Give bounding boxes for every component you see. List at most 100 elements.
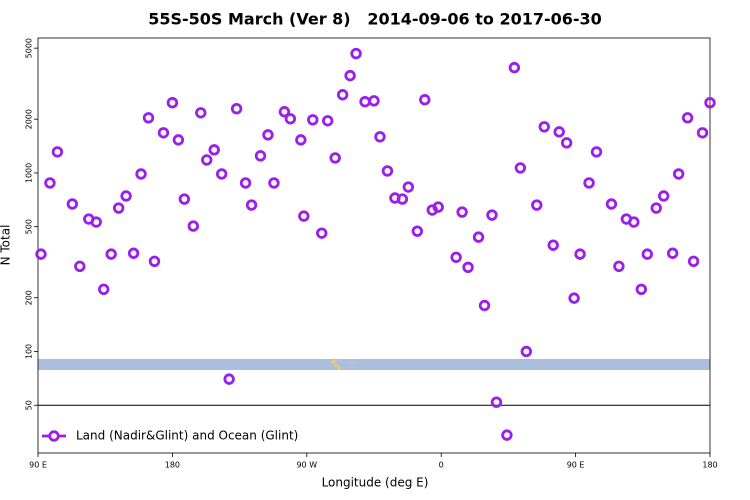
- point: [98, 283, 110, 295]
- point: [456, 206, 468, 218]
- point: [462, 261, 474, 274]
- point: [245, 199, 258, 211]
- point: [135, 168, 147, 180]
- point: [322, 115, 334, 127]
- y-tick-label: 2000: [25, 109, 34, 129]
- point: [553, 126, 565, 138]
- point: [547, 239, 559, 251]
- point: [307, 114, 319, 126]
- point: [148, 255, 161, 267]
- point: [51, 146, 64, 158]
- y-tick-label: 200: [25, 290, 34, 305]
- x-tick-label: 90 E: [29, 461, 47, 470]
- x-tick-label: 0: [439, 461, 444, 470]
- point: [268, 177, 280, 189]
- y-tick-label: 50: [25, 400, 34, 410]
- x-axis-label: Longitude (deg E): [322, 476, 429, 490]
- point: [90, 216, 102, 228]
- point: [350, 47, 362, 60]
- point: [472, 231, 485, 243]
- point: [295, 134, 307, 146]
- point: [419, 94, 431, 106]
- chart-title: 55S-50S March (Ver 8) 2014-09-06 to 2017…: [148, 10, 602, 29]
- point: [490, 396, 503, 408]
- point: [574, 248, 586, 260]
- point: [605, 198, 618, 210]
- legend-label: Land (Nadir&Glint) and Ocean (Glint): [76, 429, 298, 443]
- point: [568, 292, 580, 304]
- point: [650, 202, 662, 214]
- point: [478, 299, 491, 312]
- point: [560, 137, 573, 149]
- point: [501, 429, 513, 441]
- x-tick-label: 180: [165, 461, 180, 470]
- point: [254, 150, 267, 162]
- point: [359, 96, 371, 108]
- point: [450, 251, 462, 263]
- point: [696, 127, 709, 139]
- point: [613, 260, 625, 272]
- point: [538, 121, 550, 133]
- point: [239, 177, 252, 189]
- point: [381, 165, 394, 177]
- x-tick-label: 180: [702, 461, 717, 470]
- point: [230, 103, 243, 115]
- point: [44, 177, 56, 189]
- point: [374, 131, 386, 143]
- point: [120, 190, 132, 202]
- point: [396, 193, 409, 205]
- point: [187, 220, 200, 232]
- point: [316, 227, 328, 239]
- point: [590, 146, 603, 158]
- y-tick-label: 1000: [24, 163, 33, 183]
- point: [215, 168, 228, 180]
- y-tick-label: 5000: [25, 38, 34, 58]
- point: [368, 95, 380, 107]
- point: [195, 107, 207, 119]
- x-tick-label: 90 W: [296, 461, 317, 470]
- point: [142, 112, 155, 124]
- point: [628, 216, 640, 228]
- point: [344, 69, 356, 82]
- point: [35, 248, 47, 260]
- band-dots: [331, 358, 353, 370]
- legend-marker: [48, 430, 60, 442]
- point: [687, 255, 700, 267]
- point: [681, 112, 694, 124]
- point: [402, 181, 415, 193]
- point: [486, 209, 498, 221]
- point: [531, 199, 543, 211]
- y-axis-label: N Total: [0, 225, 13, 266]
- x-tick-label: 90 E: [567, 461, 585, 470]
- point: [105, 248, 117, 260]
- point: [284, 113, 297, 125]
- point: [66, 198, 79, 210]
- point: [658, 190, 670, 202]
- point: [223, 373, 235, 385]
- point: [178, 193, 191, 205]
- point: [329, 152, 341, 164]
- point: [172, 134, 185, 146]
- point: [666, 247, 679, 259]
- point: [278, 106, 291, 118]
- point: [336, 89, 349, 101]
- point: [208, 144, 220, 156]
- point: [641, 248, 653, 260]
- point: [262, 129, 274, 141]
- y-tick-label: 100: [25, 344, 34, 359]
- y-tick-label: 500: [25, 219, 34, 234]
- point: [514, 162, 527, 174]
- point: [672, 168, 685, 180]
- point: [166, 97, 179, 109]
- plot-frame: [37, 37, 711, 454]
- point: [520, 345, 533, 358]
- point: [635, 283, 648, 295]
- point: [411, 225, 424, 237]
- point: [127, 247, 140, 259]
- point: [112, 202, 125, 214]
- point: [157, 127, 170, 139]
- point: [508, 61, 521, 74]
- land-band: [38, 359, 710, 370]
- point: [201, 154, 213, 166]
